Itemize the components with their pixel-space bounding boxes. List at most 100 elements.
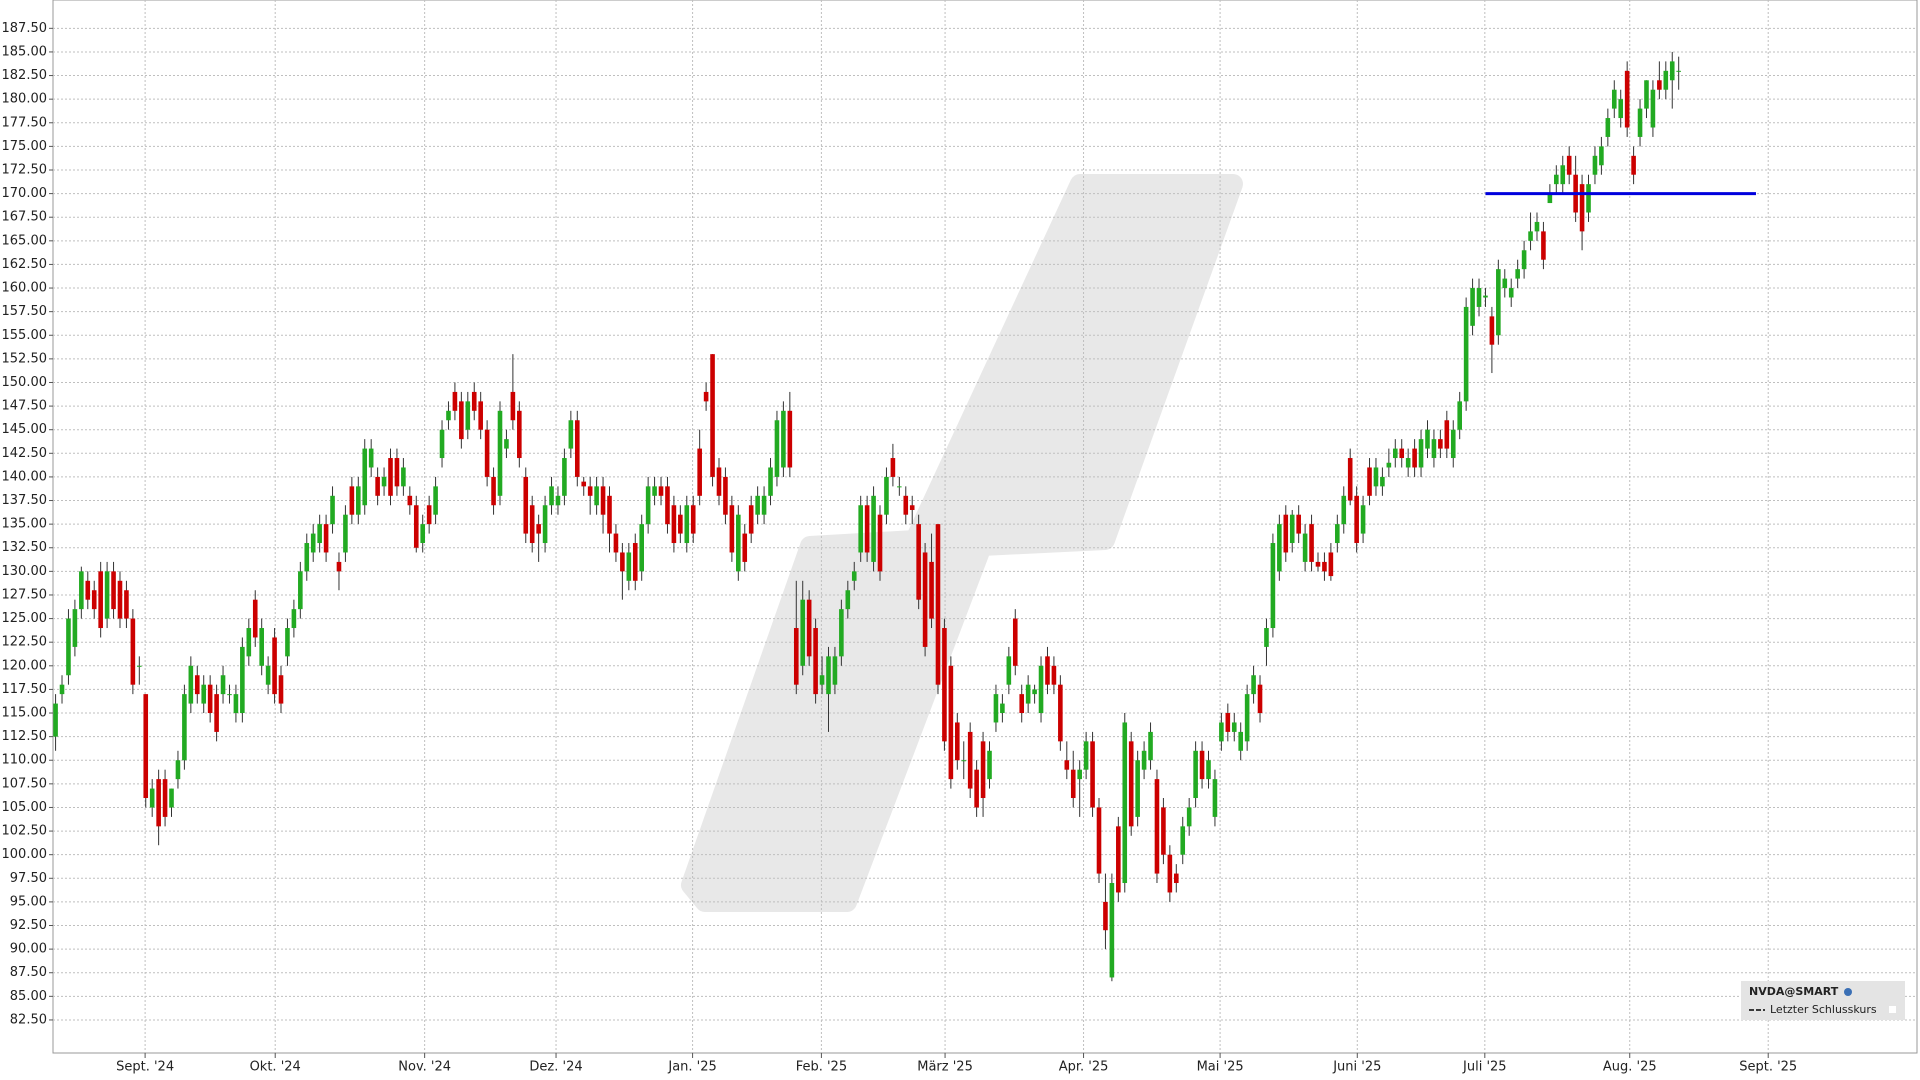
x-tick-label: Juli '25	[1462, 1060, 1507, 1075]
candle-body	[1083, 741, 1089, 770]
y-tick-label: 127.50	[2, 587, 48, 602]
candle-body	[1116, 826, 1121, 893]
candle-body	[381, 476, 387, 487]
candle-body	[632, 543, 638, 581]
candle-body	[1000, 703, 1005, 714]
candle-body	[1502, 278, 1508, 289]
candle-body	[413, 505, 419, 548]
candle-body	[1180, 826, 1186, 855]
candle-body	[1264, 628, 1269, 647]
y-tick-label: 122.50	[2, 635, 48, 650]
legend: NVDA@SMART Letzter Schlusskurs	[1741, 981, 1905, 1020]
candle-body	[375, 476, 380, 496]
candle-body	[240, 646, 245, 714]
candle-body	[1508, 288, 1514, 298]
candle-body	[665, 486, 670, 525]
candle-body	[1090, 741, 1095, 808]
candle-body	[85, 580, 91, 600]
candle-body	[1070, 769, 1076, 799]
x-tick-label: Mai '25	[1197, 1060, 1244, 1075]
candle-body	[111, 571, 116, 610]
x-tick-label: Feb. '25	[796, 1060, 847, 1075]
candle-body	[1547, 193, 1553, 204]
x-tick-label: Dez. '24	[529, 1060, 582, 1075]
candle-body	[1270, 543, 1276, 629]
candle-body	[1045, 656, 1050, 685]
candle-body	[214, 694, 219, 732]
candle-body	[1431, 439, 1437, 459]
y-tick-label: 125.00	[2, 611, 48, 626]
candle-body	[497, 410, 503, 496]
candle-body	[1669, 61, 1675, 81]
candle-body	[207, 684, 213, 714]
candle-body	[1283, 514, 1289, 553]
candle-body	[1244, 694, 1250, 742]
candle-body	[839, 609, 844, 657]
candle-body	[433, 486, 438, 515]
candle-body	[897, 486, 902, 488]
y-tick-label: 145.00	[2, 422, 48, 437]
candle-body	[529, 505, 535, 544]
candle-body	[426, 505, 432, 525]
y-tick-label: 175.00	[2, 139, 48, 154]
candle-body	[871, 495, 876, 562]
candle-body	[806, 599, 812, 657]
candle-body	[639, 524, 644, 572]
candle-body	[252, 599, 258, 638]
candle-body	[1141, 750, 1147, 770]
candle-body	[265, 665, 271, 685]
candle-body	[716, 467, 722, 496]
candle-body	[1599, 146, 1604, 166]
candle-body	[697, 448, 702, 496]
candle-body	[471, 391, 477, 411]
candle-body	[723, 476, 728, 515]
candle-body	[201, 684, 207, 704]
candle-body	[800, 599, 806, 666]
candle-body	[620, 552, 625, 572]
candle-body	[929, 561, 934, 619]
candle-body	[143, 694, 149, 799]
candle-body	[1631, 155, 1636, 175]
candle-body	[407, 495, 413, 506]
candle-body	[1128, 741, 1134, 827]
candle-body	[330, 495, 335, 525]
candle-body	[1611, 89, 1617, 109]
y-tick-label: 185.00	[2, 44, 48, 59]
candle-body	[1025, 684, 1031, 704]
candle-body	[877, 514, 883, 572]
candle-body	[1077, 769, 1082, 780]
candle-body	[993, 694, 999, 723]
candle-body	[1392, 448, 1398, 459]
candle-body	[1586, 184, 1591, 213]
candle-body	[658, 486, 664, 496]
candle-body	[710, 354, 715, 477]
candle-body	[974, 769, 979, 808]
candle-body	[826, 656, 831, 695]
candle-body	[1534, 221, 1540, 232]
candle-body	[182, 694, 187, 761]
candle-body	[310, 533, 316, 553]
y-tick-label: 87.50	[10, 965, 47, 980]
candle-body	[729, 505, 735, 553]
candle-body	[1605, 118, 1611, 137]
candle-body	[1335, 524, 1340, 544]
candle-body	[1193, 750, 1198, 799]
y-tick-label: 112.50	[2, 729, 48, 744]
candle-body	[1412, 448, 1417, 468]
candle-body	[194, 675, 200, 695]
candle-body	[1463, 306, 1469, 402]
candle-body	[781, 410, 786, 468]
y-tick-label: 135.00	[2, 517, 48, 532]
candle-body	[1515, 269, 1520, 279]
candle-body	[336, 561, 342, 572]
candle-body	[1354, 495, 1359, 544]
candle-body	[1347, 458, 1353, 501]
y-tick-label: 167.50	[2, 210, 48, 225]
x-tick-label: Aug. '25	[1603, 1060, 1657, 1075]
legend-item: Letzter Schlusskurs	[1770, 1003, 1877, 1016]
y-tick-label: 110.00	[2, 753, 48, 768]
y-tick-label: 177.50	[2, 115, 48, 130]
candle-body	[401, 467, 406, 487]
